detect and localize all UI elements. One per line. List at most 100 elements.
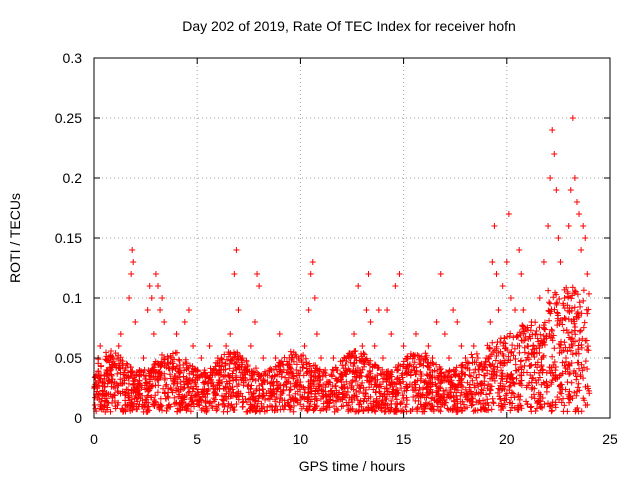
- density-marker: [476, 363, 483, 370]
- density-marker: [426, 373, 433, 380]
- density-marker: [220, 408, 227, 415]
- density-marker: [195, 386, 202, 393]
- density-marker: [397, 408, 404, 415]
- density-marker: [584, 310, 591, 317]
- density-marker: [315, 390, 322, 397]
- density-marker: [540, 339, 547, 346]
- density-marker: [425, 388, 432, 395]
- density-marker: [577, 373, 584, 380]
- density-marker: [536, 324, 543, 331]
- density-marker: [348, 382, 355, 389]
- data-point: [555, 235, 562, 241]
- density-marker: [351, 359, 358, 366]
- density-marker: [393, 407, 400, 414]
- density-marker: [323, 407, 330, 414]
- density-marker: [524, 382, 531, 389]
- density-marker: [262, 368, 269, 375]
- y-tick-label: 0: [74, 410, 82, 426]
- density-marker: [190, 371, 197, 378]
- density-marker: [165, 402, 172, 409]
- density-marker: [536, 345, 543, 352]
- density-marker: [119, 388, 126, 395]
- density-marker: [537, 331, 544, 338]
- density-marker: [345, 408, 352, 415]
- density-marker: [227, 393, 234, 400]
- density-marker: [353, 374, 360, 381]
- density-marker: [234, 383, 241, 390]
- density-marker: [134, 406, 141, 413]
- density-marker: [525, 350, 532, 357]
- density-marker: [496, 393, 503, 400]
- density-marker: [446, 368, 453, 375]
- density-marker: [276, 371, 283, 378]
- density-marker: [225, 353, 232, 360]
- density-marker: [521, 349, 528, 356]
- density-marker: [353, 387, 360, 394]
- data-point: [130, 259, 137, 265]
- density-marker: [213, 407, 220, 414]
- density-marker: [157, 372, 164, 379]
- density-marker: [491, 363, 498, 370]
- density-marker: [358, 353, 365, 360]
- density-marker: [105, 377, 112, 384]
- density-marker: [214, 406, 221, 413]
- density-marker: [544, 400, 551, 407]
- density-marker: [563, 284, 570, 291]
- density-marker: [102, 349, 109, 356]
- density-marker: [284, 360, 291, 367]
- density-marker: [412, 378, 419, 385]
- density-marker: [537, 393, 544, 400]
- density-marker: [576, 328, 583, 335]
- density-marker: [231, 406, 238, 413]
- x-tick-label: 25: [602, 431, 618, 447]
- density-marker: [464, 404, 471, 411]
- density-marker: [471, 359, 478, 366]
- data-point: [129, 247, 136, 253]
- density-marker: [413, 364, 420, 371]
- data-point: [512, 307, 519, 313]
- density-marker: [143, 373, 150, 380]
- density-marker: [457, 377, 464, 384]
- density-marker: [129, 372, 136, 379]
- data-point: [97, 343, 104, 349]
- density-marker: [290, 375, 297, 382]
- density-marker: [514, 332, 521, 339]
- density-marker: [271, 390, 278, 397]
- density-marker: [509, 375, 516, 382]
- density-marker: [157, 395, 164, 402]
- density-marker: [315, 382, 322, 389]
- density-marker: [512, 367, 519, 374]
- density-marker: [494, 389, 501, 396]
- density-marker: [155, 369, 162, 376]
- density-marker: [383, 385, 390, 392]
- density-marker: [510, 379, 517, 386]
- density-marker: [132, 376, 139, 383]
- density-marker: [557, 381, 564, 388]
- density-marker: [255, 398, 262, 405]
- density-marker: [559, 370, 566, 377]
- density-marker: [586, 290, 593, 297]
- density-marker: [546, 308, 553, 315]
- density-marker: [419, 392, 426, 399]
- density-marker: [259, 380, 266, 387]
- data-point: [181, 319, 188, 325]
- data-point: [458, 343, 465, 349]
- data-point: [202, 379, 209, 385]
- density-marker: [500, 352, 507, 359]
- density-marker: [527, 327, 534, 334]
- density-marker: [221, 403, 228, 410]
- density-marker: [429, 379, 436, 386]
- density-marker: [474, 380, 481, 387]
- density-marker: [323, 403, 330, 410]
- density-marker: [343, 391, 350, 398]
- data-point: [355, 283, 362, 289]
- data-point: [165, 355, 172, 361]
- density-marker: [339, 357, 346, 364]
- data-point: [177, 379, 184, 385]
- density-marker: [174, 408, 181, 415]
- density-marker: [569, 335, 576, 342]
- y-tick-label: 0.25: [55, 110, 82, 126]
- density-marker: [353, 354, 360, 361]
- density-marker: [152, 392, 159, 399]
- density-marker: [123, 360, 130, 367]
